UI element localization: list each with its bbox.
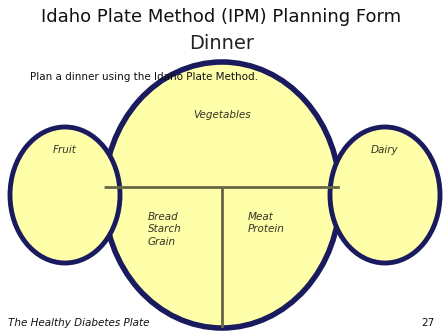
Text: Vegetables: Vegetables — [193, 110, 251, 120]
Text: Plan a dinner using the Idaho Plate Method.: Plan a dinner using the Idaho Plate Meth… — [30, 72, 258, 82]
Ellipse shape — [330, 127, 440, 263]
Text: Meat
Protein: Meat Protein — [248, 212, 285, 234]
Ellipse shape — [10, 127, 120, 263]
Text: Dinner: Dinner — [189, 34, 254, 53]
Text: Bread
Starch
Grain: Bread Starch Grain — [148, 212, 182, 247]
Text: Idaho Plate Method (IPM) Planning Form: Idaho Plate Method (IPM) Planning Form — [42, 8, 401, 26]
Ellipse shape — [104, 62, 340, 328]
Text: Fruit: Fruit — [53, 145, 77, 155]
Text: 27: 27 — [422, 318, 435, 328]
Text: Dairy: Dairy — [371, 145, 399, 155]
Text: The Healthy Diabetes Plate: The Healthy Diabetes Plate — [8, 318, 149, 328]
